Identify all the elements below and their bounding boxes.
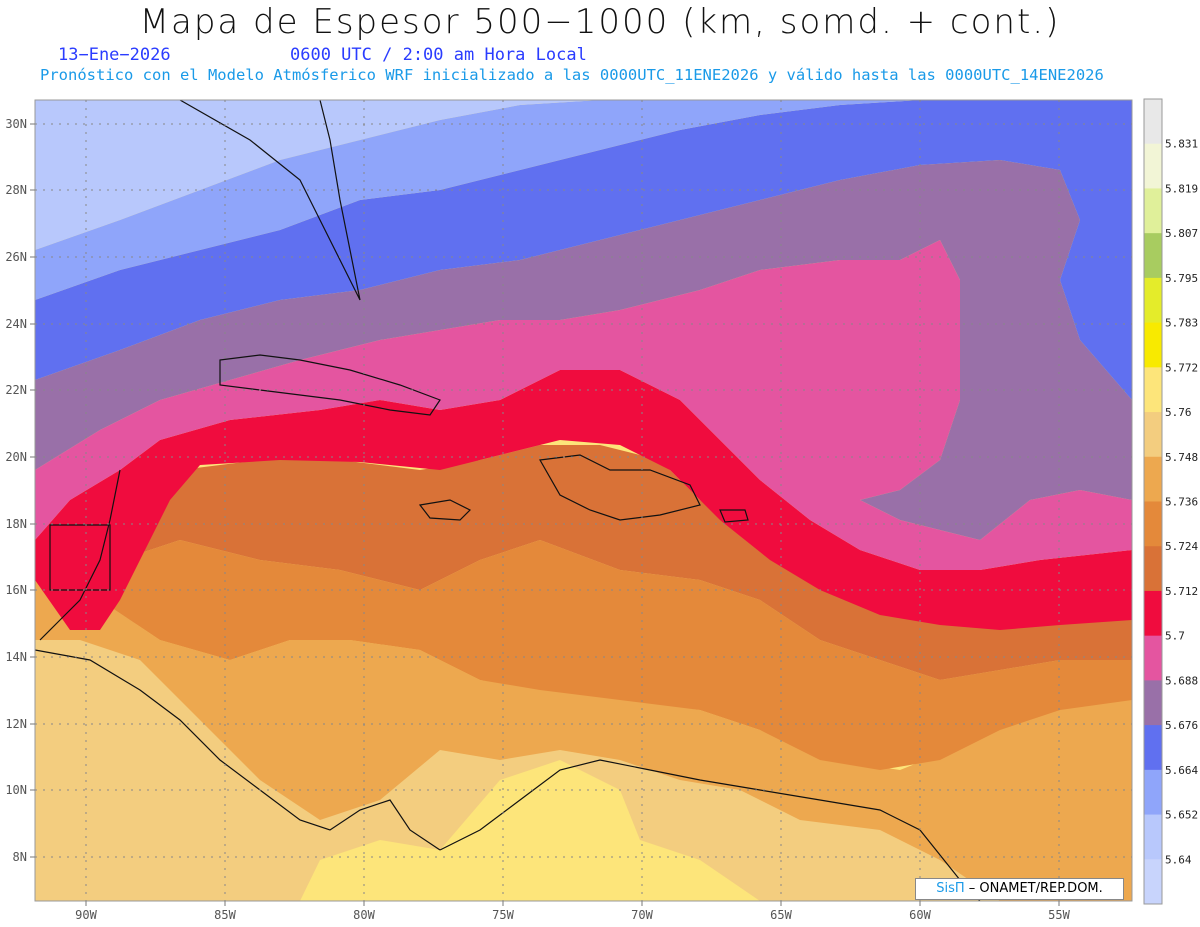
lon-label: 85W	[214, 908, 236, 922]
warm-patch	[300, 760, 760, 901]
thickness-contours	[35, 100, 1132, 901]
colorbar-label: 5.819	[1165, 182, 1198, 195]
colorbar-swatch	[1144, 456, 1162, 502]
colorbar-label: 5.783	[1165, 317, 1198, 330]
lon-label: 70W	[631, 908, 653, 922]
map-title: Mapa de Espesor 500−1000 (km, somd. + co…	[139, 2, 1061, 42]
credit-text: – ONAMET/REP.DOM.	[964, 881, 1103, 896]
colorbar-swatch	[1144, 546, 1162, 592]
colorbar-swatch	[1144, 635, 1162, 681]
colorbar-label: 5.688	[1165, 674, 1198, 687]
colorbar-swatch	[1144, 322, 1162, 368]
lon-labels: 90W 85W 80W 75W 70W 65W 60W 55W	[75, 908, 1070, 922]
time-label: 0600 UTC / 2:00 am Hora Local	[290, 45, 587, 65]
colorbar-swatch	[1144, 233, 1162, 279]
contour-5-664	[35, 100, 1132, 400]
colorbar-label: 5.748	[1165, 451, 1198, 464]
colorbar-label: 5.807	[1165, 227, 1198, 240]
colorbar-label: 5.64	[1165, 853, 1192, 866]
colorbar-swatch	[1144, 99, 1162, 145]
lat-label: 22N	[5, 383, 27, 397]
colorbar-swatch	[1144, 590, 1162, 637]
lat-label: 28N	[5, 183, 27, 197]
colorbar-swatch	[1144, 367, 1162, 413]
colorbar-label: 5.7	[1165, 630, 1185, 643]
contour-5-736	[35, 580, 1132, 901]
colorbar-label: 5.736	[1165, 496, 1198, 509]
lat-label: 10N	[5, 783, 27, 797]
lat-ticks	[30, 123, 1060, 906]
lon-label: 55W	[1048, 908, 1070, 922]
lon-label: 65W	[770, 908, 792, 922]
colorbar-swatch	[1144, 725, 1162, 771]
colorbar-label: 5.712	[1165, 585, 1198, 598]
colorbar-label: 5.652	[1165, 809, 1198, 822]
lat-label: 20N	[5, 450, 27, 464]
contour-5-700	[35, 370, 1132, 630]
colorbar-swatch	[1144, 277, 1162, 324]
forecast-info: Pronóstico con el Modelo Atmósferico WRF…	[40, 66, 1104, 84]
colorbar-swatch	[1144, 188, 1162, 234]
lat-label: 30N	[5, 117, 27, 131]
contour-5-640	[35, 100, 600, 250]
map-frame	[34, 99, 1133, 902]
date-label: 13−Ene−2026	[58, 45, 171, 65]
colorbar-swatch	[1144, 769, 1162, 816]
colorbar-swatch	[1144, 680, 1162, 726]
lat-label: 26N	[5, 250, 27, 264]
colorbar-label: 5.795	[1165, 272, 1198, 285]
lon-label: 75W	[492, 908, 514, 922]
graticule	[35, 100, 1132, 901]
colorbar-swatch	[1144, 814, 1162, 860]
colorbar-swatch	[1144, 143, 1162, 189]
colorbar-label: 5.664	[1165, 764, 1198, 777]
warm-patch-west	[35, 660, 200, 760]
colorbar-label: 5.676	[1165, 719, 1198, 732]
lat-label: 24N	[5, 317, 27, 331]
contour-5-688	[35, 240, 1132, 570]
lat-label: 18N	[5, 517, 27, 531]
lat-label: 8N	[13, 850, 27, 864]
colorbar-swatch	[1144, 859, 1162, 905]
lat-label: 14N	[5, 650, 27, 664]
credit-brand: SisΠ	[936, 881, 965, 896]
lat-label: 12N	[5, 717, 27, 731]
colorbar-label: 5.831	[1165, 138, 1198, 151]
colorbar-frame	[1143, 98, 1163, 905]
lon-label: 90W	[75, 908, 97, 922]
contour-5-712	[120, 445, 1132, 680]
lat-label: 16N	[5, 583, 27, 597]
colorbar-label: 5.76	[1165, 406, 1192, 419]
lon-label: 60W	[909, 908, 931, 922]
colorbar: 5.831 5.819 5.807 5.795 5.783 5.772 5.76 5.748 5…	[1143, 98, 1198, 905]
colorbar-swatch	[1144, 412, 1162, 458]
lat-labels: 30N 28N 26N 24N 22N 20N 18N 16N 14N 12N …	[5, 117, 27, 864]
contour-5-676	[35, 160, 1132, 540]
credit-box: SisΠ – ONAMET/REP.DOM.	[915, 878, 1124, 900]
contour-5-652	[35, 100, 920, 300]
colorbar-swatch	[1144, 501, 1162, 547]
lon-label: 80W	[353, 908, 375, 922]
contour-5-724	[35, 540, 1132, 770]
colorbar-label: 5.724	[1165, 540, 1198, 553]
colorbar-label: 5.772	[1165, 361, 1198, 374]
